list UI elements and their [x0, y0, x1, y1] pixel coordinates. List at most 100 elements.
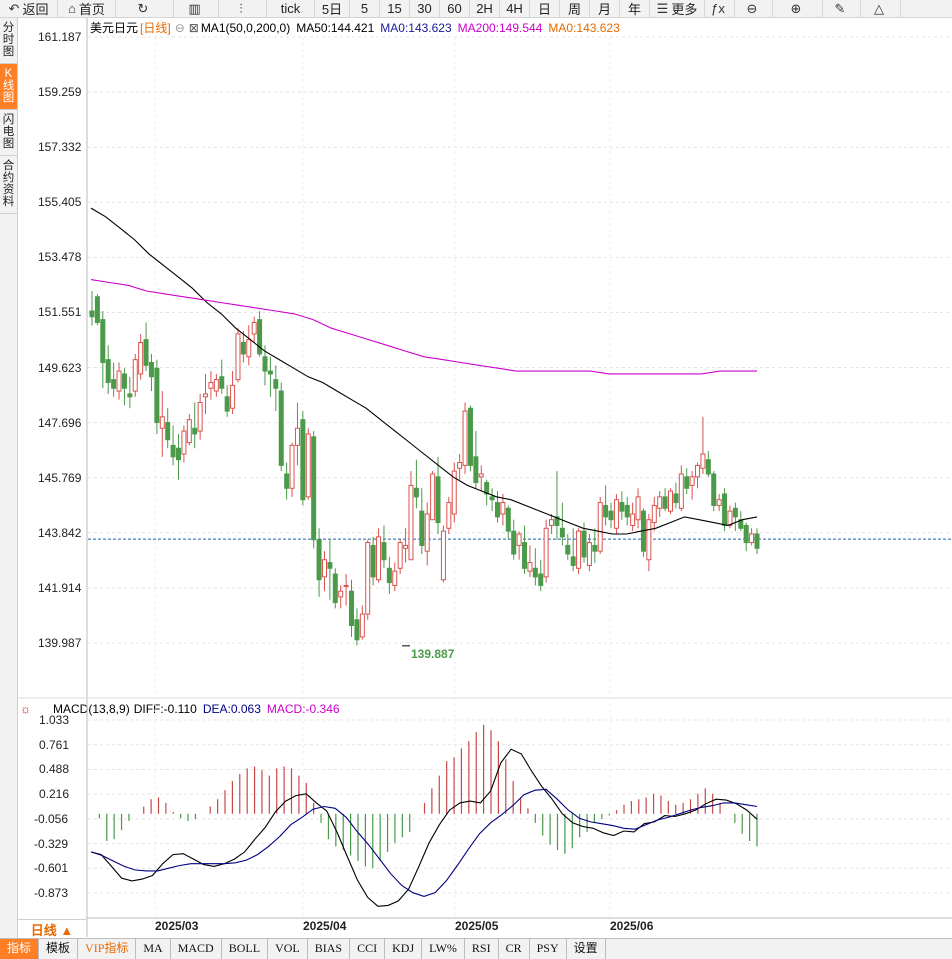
indicator-tab-8[interactable]: CCI: [350, 939, 386, 959]
toolbar-label: 日: [537, 2, 551, 17]
candle-body: [311, 436, 317, 541]
toolbar-item-5[interactable]: tick: [267, 0, 315, 17]
candle-body: [240, 341, 246, 355]
toolbar-item-3[interactable]: ▥: [174, 0, 219, 17]
candle-body: [489, 496, 495, 501]
candle-body: [349, 590, 355, 626]
macd-y-tick-label: 0.761: [39, 737, 70, 752]
toolbar-item-12[interactable]: 4H: [500, 0, 530, 17]
candle-body: [386, 567, 392, 584]
candle-body: [192, 427, 198, 435]
ma50-value: MA50:144.421: [296, 21, 375, 35]
ma200-value: MA200:149.544: [457, 21, 543, 35]
indicator-tab-3[interactable]: MA: [136, 939, 171, 959]
candle-body: [630, 513, 636, 526]
toolbar-label: 首页: [78, 2, 105, 17]
sidebar-tab-3[interactable]: 合约资料: [0, 156, 17, 214]
toolbar-item-10[interactable]: 60: [440, 0, 470, 17]
candle-body: [213, 379, 219, 392]
toolbar-item-20[interactable]: ⊕: [773, 0, 823, 17]
toolbar-item-11[interactable]: 2H: [470, 0, 500, 17]
candle-body: [684, 476, 690, 489]
candle-body: [581, 530, 587, 558]
toolbar-item-17[interactable]: ☰ 更多: [650, 0, 705, 17]
indicator-tab-11[interactable]: RSI: [465, 939, 499, 959]
toolbar-label: 30: [417, 1, 432, 16]
toolbar-item-22[interactable]: △: [861, 0, 901, 17]
candle-body: [159, 416, 165, 429]
y-tick-label: 143.842: [38, 525, 82, 540]
candle-body: [576, 530, 582, 569]
toolbar-item-19[interactable]: ⊖: [735, 0, 773, 17]
candle-body: [392, 570, 398, 586]
sun-icon[interactable]: ☼: [20, 702, 31, 716]
candle-body: [711, 473, 717, 506]
toolbar-item-7[interactable]: 5: [350, 0, 380, 17]
indicator-tab-14[interactable]: 设置: [567, 939, 606, 959]
candle-body: [478, 473, 484, 478]
candle-body: [176, 447, 182, 461]
toolbar-item-8[interactable]: 15: [380, 0, 410, 17]
macd-y-tick-label: 0.488: [39, 762, 70, 777]
indicator-tab-7[interactable]: BIAS: [308, 939, 351, 959]
y-tick-label: 157.332: [38, 140, 82, 155]
macd-y-tick-label: 0.216: [39, 787, 70, 802]
candle-body: [424, 513, 430, 552]
x-tick-label: 2025/05: [455, 919, 499, 933]
indicator-tab-4[interactable]: MACD: [171, 939, 222, 959]
candle-body: [695, 464, 701, 478]
candle-body: [413, 487, 419, 498]
candle-body: [105, 359, 111, 384]
candle-body: [451, 470, 457, 515]
main-legend: 美元日元 [日线] ⊖ ⊠ MA1(50,0,200,0) MA50:144.421 MA0…: [90, 19, 626, 36]
indicator-tab-5[interactable]: BOLL: [222, 939, 269, 959]
sidebar-tab-2[interactable]: 闪电图: [0, 110, 17, 156]
indicator-tab-9[interactable]: KDJ: [385, 939, 423, 959]
candle-body: [500, 502, 506, 515]
candle-body: [294, 427, 300, 446]
indicator-tab-10[interactable]: LW%: [422, 939, 465, 959]
toolbar-item-2[interactable]: ↻: [116, 0, 174, 17]
candle-body: [435, 476, 441, 524]
candle-body: [570, 556, 576, 566]
indicator-tab-6[interactable]: VOL: [268, 939, 308, 959]
toolbar-item-21[interactable]: ✎: [823, 0, 861, 17]
toolbar-item-16[interactable]: 年: [620, 0, 650, 17]
toolbar-item-13[interactable]: 日: [530, 0, 560, 17]
candle-body: [673, 493, 679, 504]
candle-body: [603, 504, 609, 518]
toolbar-item-9[interactable]: 30: [410, 0, 440, 17]
toolbar-item-6[interactable]: 5日: [315, 0, 350, 17]
candle-body: [332, 573, 338, 604]
indicator-tab-0[interactable]: 指标: [0, 939, 40, 959]
indicator-tab-2[interactable]: VIP指标: [78, 939, 137, 959]
sidebar-tab-1[interactable]: K线图: [0, 64, 17, 110]
period-badge[interactable]: [日线]: [140, 21, 171, 35]
indicator-tab-1[interactable]: 模板: [39, 939, 79, 959]
x-tick-label: 2025/06: [610, 919, 654, 933]
candle-body: [613, 499, 619, 529]
toolbar-label: 2H: [476, 1, 493, 16]
toolbar-item-18[interactable]: ƒx: [705, 0, 735, 17]
toolbar-item-4[interactable]: ⫶: [219, 0, 267, 17]
toolbar-item-14[interactable]: 周: [560, 0, 590, 17]
candle-body: [467, 407, 473, 466]
sidebar-tab-0[interactable]: 分时图: [0, 18, 17, 64]
period-button[interactable]: 日线 ▲: [18, 919, 86, 938]
y-tick-label: 147.696: [38, 415, 82, 430]
indicator-tab-13[interactable]: PSY: [530, 939, 567, 959]
bar-chart-icon: ▥: [188, 0, 201, 16]
indicator-tab-12[interactable]: CR: [499, 939, 530, 959]
candle-body: [273, 379, 279, 389]
toolbar-item-0[interactable]: ↶ 返回: [0, 0, 58, 17]
candle-body: [446, 502, 452, 529]
settings-icon[interactable]: ⊖: [174, 21, 185, 35]
candle-body: [327, 562, 333, 569]
toolbar-item-1[interactable]: ⌂ 首页: [58, 0, 116, 17]
toolbar-item-15[interactable]: 月: [590, 0, 620, 17]
candle-body: [246, 339, 252, 358]
candle-body: [197, 402, 203, 432]
indicator-icon[interactable]: ⊠: [188, 21, 199, 35]
candle-body: [154, 367, 160, 424]
